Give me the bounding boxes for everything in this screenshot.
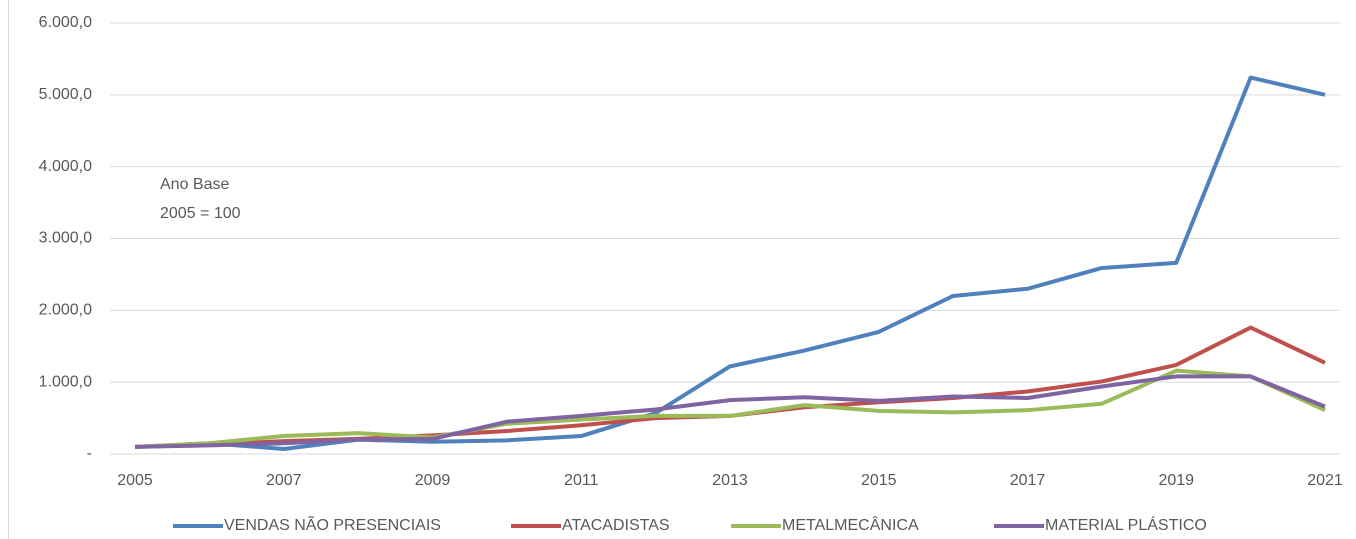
annotation: Ano Base (160, 176, 229, 193)
x-tick-label: 2005 (117, 472, 153, 489)
series-line (134, 374, 1326, 449)
legend-label: MATERIAL PLÁSTICO (1045, 515, 1207, 534)
y-tick-label: 3.000,0 (39, 230, 92, 247)
x-tick-label: 2021 (1307, 472, 1343, 489)
x-tick-label: 2011 (564, 472, 599, 489)
series-line (134, 368, 1326, 449)
x-tick-label: 2017 (1010, 472, 1046, 489)
y-tick-label: 4.000,0 (39, 158, 92, 175)
annotation: 2005 = 100 (160, 205, 241, 222)
x-tick-label: 2019 (1158, 472, 1194, 489)
y-tick-label: 5.000,0 (39, 86, 92, 103)
legend-label: ATACADISTAS (562, 517, 670, 534)
y-tick-label: 1.000,0 (39, 373, 92, 390)
x-tick-label: 2009 (415, 472, 451, 489)
legend-label: METALMECÂNICA (782, 515, 919, 534)
x-tick-label: 2007 (266, 472, 302, 489)
legend-label: VENDAS NÃO PRESENCIAIS (224, 514, 441, 534)
x-tick-label: 2015 (861, 472, 897, 489)
series-line (134, 75, 1326, 451)
series-line (134, 325, 1326, 449)
y-tick-label: 6.000,0 (39, 14, 92, 31)
x-tick-label: 2013 (712, 472, 748, 489)
y-tick-label: - (87, 445, 92, 462)
y-tick-label: 2.000,0 (39, 302, 92, 319)
